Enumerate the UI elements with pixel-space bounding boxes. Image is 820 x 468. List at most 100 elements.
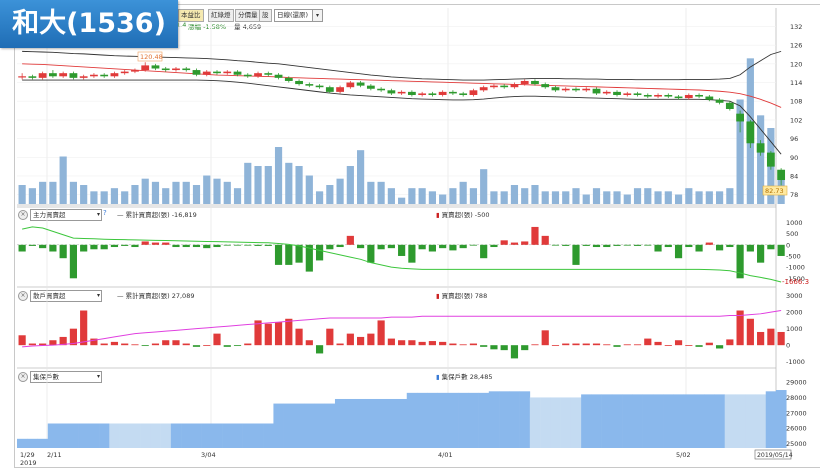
- traffic-light-button[interactable]: 紅綠燈: [208, 9, 234, 22]
- main-force-bar: [357, 244, 365, 249]
- holders-area-bar: [540, 397, 551, 448]
- holders-area-bar: [755, 394, 767, 448]
- holders-area-bar: [211, 423, 223, 448]
- main-force-bar: [121, 244, 129, 246]
- holders-area-bar: [160, 423, 172, 448]
- volume-bar: [90, 191, 98, 204]
- chevron-down-icon: ▾: [96, 211, 100, 218]
- retail-bar: [90, 338, 98, 346]
- retail-bar: [182, 343, 190, 346]
- retail-bar: [459, 344, 467, 346]
- holders-area-bar: [68, 423, 79, 448]
- retail-bar: [500, 345, 508, 351]
- candle-body: [284, 77, 293, 81]
- panel1-selector[interactable]: 主力買賣超 ▾: [30, 209, 102, 221]
- volume-bar: [541, 191, 549, 204]
- holders-area-bar: [458, 392, 469, 448]
- candle-body: [59, 73, 68, 77]
- holders-area-bar: [88, 423, 100, 448]
- retail-bar: [315, 345, 324, 354]
- holders-area-bar: [417, 392, 428, 448]
- candle-body: [531, 80, 539, 85]
- holders-area-bar: [652, 394, 664, 448]
- retail-bar: [59, 336, 67, 346]
- retail-bar: [28, 343, 36, 346]
- panel1-cumulative-legend: — 累計買賣超(張) -16,819: [117, 211, 197, 219]
- main-force-bar: [336, 244, 344, 248]
- holders-tick-label: 29000: [786, 379, 807, 387]
- main-force-bar: [674, 244, 683, 259]
- retail-bar: [551, 345, 560, 346]
- retail-bar: [469, 343, 478, 346]
- volume-bar: [439, 194, 447, 204]
- candle-body: [613, 91, 621, 95]
- retail-bar: [715, 345, 724, 349]
- volume-bar: [367, 181, 375, 204]
- chevron-down-icon[interactable]: ▾: [312, 9, 323, 22]
- candle-body: [746, 121, 755, 144]
- candle-body: [664, 94, 673, 97]
- main-force-bar: [305, 244, 313, 272]
- candle-body: [397, 91, 406, 94]
- volume-bar: [459, 181, 467, 204]
- holders-area-bar: [109, 423, 120, 448]
- price-tick-label: 108: [790, 98, 802, 106]
- panel1-close-icon[interactable]: ×: [18, 210, 28, 220]
- holders-area-bar: [222, 423, 233, 448]
- volume-bar: [398, 197, 406, 204]
- volume-bar: [110, 188, 119, 204]
- main-force-tick-label: -500: [786, 252, 801, 260]
- retail-cumulative-line: [22, 310, 782, 348]
- holders-area-bar: [47, 423, 59, 448]
- retail-bar: [326, 328, 334, 346]
- holders-area-bar: [714, 394, 726, 448]
- main-force-bar: [767, 244, 775, 250]
- candle-body: [551, 87, 560, 91]
- help-icon[interactable]: ?: [103, 209, 107, 217]
- panel2-close-icon[interactable]: ×: [18, 291, 28, 301]
- candle-body: [582, 88, 591, 91]
- lower-band-line: [22, 79, 782, 155]
- main-force-bar: [551, 244, 560, 246]
- main-force-bar: [254, 244, 262, 246]
- settings-button[interactable]: 設: [259, 9, 272, 22]
- volume-bar: [644, 188, 652, 204]
- holders-area-bar: [324, 403, 336, 448]
- holders-area-bar: [58, 423, 69, 448]
- volume-bar: [480, 169, 488, 204]
- volume-bar: [141, 178, 149, 204]
- candle-body: [49, 73, 57, 77]
- retail-bar: [767, 328, 775, 346]
- main-force-bar: [654, 244, 662, 252]
- retail-bar: [408, 340, 416, 346]
- period-select[interactable]: 日線(還原): [274, 9, 314, 22]
- main-force-tick-label: 1000: [786, 219, 803, 227]
- retail-bar: [428, 341, 436, 346]
- panel2-selector[interactable]: 散戶買賣超 ▾: [30, 290, 102, 302]
- volume-bar: [500, 191, 508, 204]
- holders-area-bar: [642, 394, 654, 448]
- volume-bar: [346, 166, 354, 204]
- candle-body: [541, 84, 550, 88]
- panel3-selector[interactable]: 集保戶數 ▾: [30, 371, 102, 383]
- pe-ratio-button[interactable]: 本益比: [178, 9, 204, 22]
- main-force-bar: [521, 241, 529, 245]
- volume-bar: [408, 188, 416, 204]
- candle-body: [28, 76, 37, 78]
- price-tick-label: 114: [790, 79, 802, 87]
- main-force-bar: [182, 244, 190, 248]
- candle-body: [602, 91, 611, 94]
- candle-body: [79, 76, 88, 78]
- candle-body: [295, 80, 303, 85]
- main-force-bar: [387, 244, 395, 249]
- holders-area-bar: [632, 394, 643, 448]
- holders-area-bar: [396, 398, 408, 448]
- candle-body: [592, 88, 601, 94]
- holders-area-bar: [468, 392, 479, 448]
- candle-body: [366, 85, 375, 89]
- panel3-close-icon[interactable]: ×: [18, 372, 28, 382]
- main-force-bar: [418, 244, 426, 250]
- main-force-bar: [480, 244, 488, 259]
- volume-bar: [664, 191, 672, 204]
